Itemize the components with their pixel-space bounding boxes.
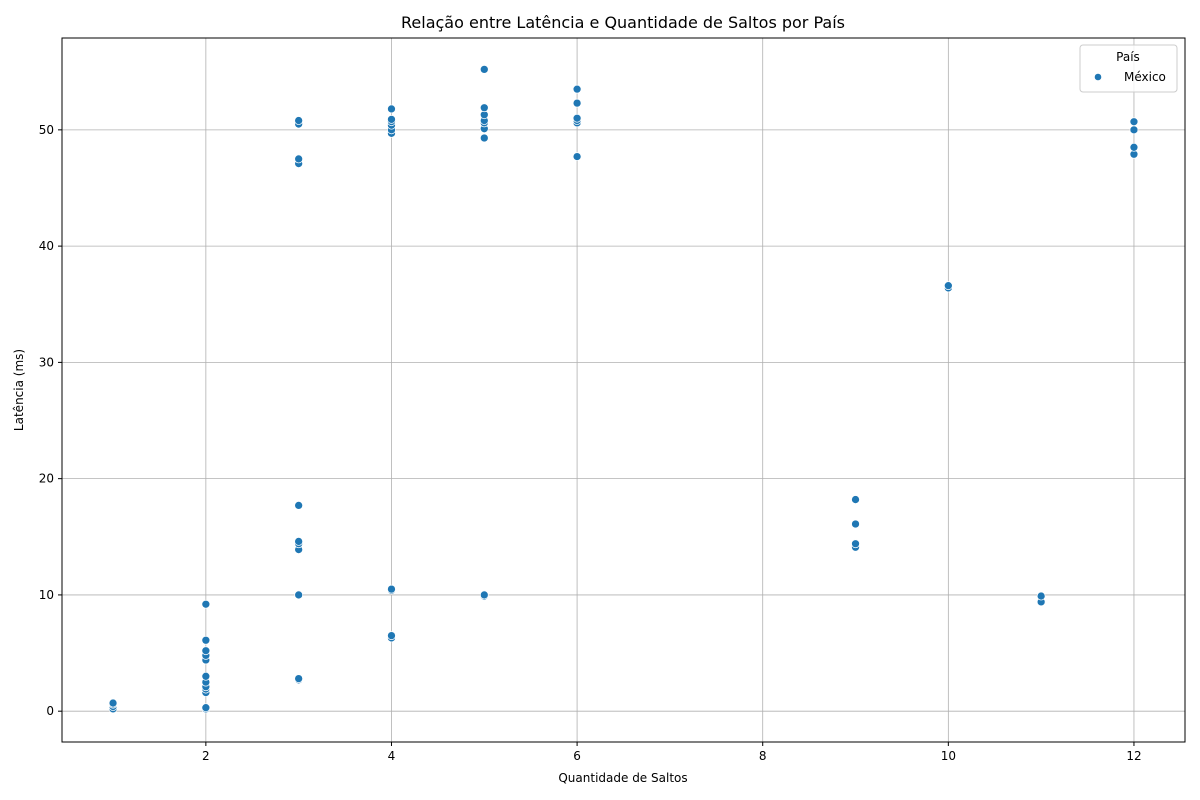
x-tick-label: 6 (573, 749, 581, 763)
chart-title: Relação entre Latência e Quantidade de S… (401, 13, 845, 32)
data-point (201, 646, 211, 656)
data-point (294, 537, 304, 546)
y-tick-label: 20 (39, 472, 54, 486)
data-point (387, 115, 396, 124)
legend-label: México (1124, 70, 1166, 84)
data-point (387, 584, 396, 594)
data-point (572, 113, 582, 123)
data-point (851, 519, 860, 529)
legend-title: País (1116, 50, 1140, 64)
data-point (479, 103, 489, 113)
x-tick-label: 4 (388, 749, 396, 763)
data-point (201, 599, 211, 609)
data-point (294, 501, 304, 510)
data-point (1129, 125, 1139, 135)
grid-layer (62, 38, 1185, 742)
data-point (479, 590, 489, 600)
plot-frame (61, 37, 1186, 743)
data-point (201, 703, 211, 713)
data-point (1129, 142, 1139, 152)
data-point (1129, 117, 1139, 127)
data-point (479, 65, 489, 74)
data-point (1036, 591, 1046, 601)
data-point (108, 698, 118, 708)
data-point (294, 116, 304, 125)
data-point (294, 154, 304, 164)
data-point (851, 539, 860, 549)
x-tick-label: 8 (759, 749, 767, 763)
data-point (387, 631, 396, 640)
data-point (572, 98, 582, 108)
y-axis-title: Latência (ms) (12, 349, 26, 431)
data-point (387, 104, 396, 114)
legend: País México (1079, 44, 1178, 93)
y-tick-label: 30 (39, 355, 54, 369)
data-point (851, 495, 860, 504)
data-point (294, 674, 304, 683)
data-point (943, 281, 953, 290)
x-tick-label: 2 (202, 749, 210, 763)
legend-marker (1094, 73, 1102, 81)
y-tick-label: 10 (39, 588, 54, 602)
data-point (294, 590, 304, 600)
data-point (201, 671, 211, 681)
data-point (201, 635, 211, 645)
x-axis-title: Quantidade de Saltos (558, 771, 687, 785)
x-tick-label: 10 (941, 749, 956, 763)
x-tick-label: 12 (1126, 749, 1141, 763)
points-layer (108, 65, 1139, 714)
ticks-layer: 2 4 6 8 10 12 0 10 20 30 40 50 (39, 123, 1142, 763)
y-tick-label: 50 (39, 123, 54, 137)
data-point (479, 133, 489, 143)
y-tick-label: 40 (39, 239, 54, 253)
data-point (572, 152, 582, 161)
legend-box (1079, 44, 1178, 93)
y-tick-label: 0 (46, 704, 54, 718)
data-point (572, 84, 582, 94)
